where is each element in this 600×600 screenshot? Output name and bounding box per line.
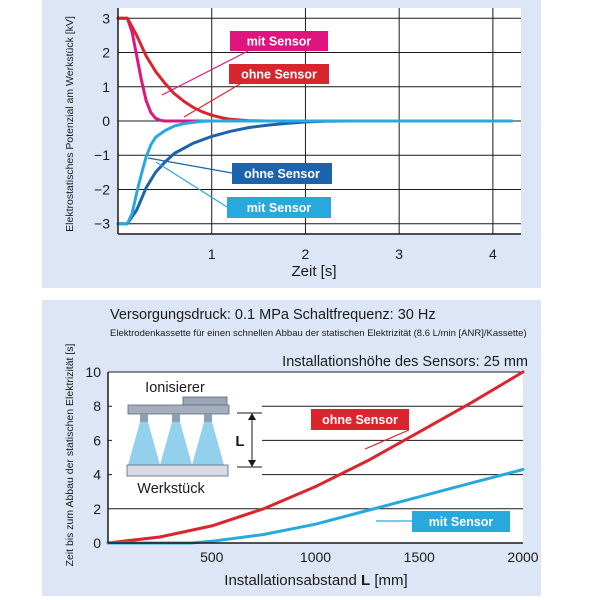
y-tick-label: −3 [94, 216, 110, 232]
workpiece-label: Werkstück [137, 481, 205, 497]
chart1-y-axis-label: Elektrostatisches Potenzial am Werkstück… [64, 16, 76, 232]
x-tick-label: 2000 [507, 549, 538, 565]
ionizer-diagram: Ionisierer Werkstück L [112, 376, 262, 497]
dimension-arrowhead-top [248, 413, 256, 420]
legend-label: ohne Sensor [322, 413, 398, 427]
chart1-y-tick-labels: 3 2 1 0 −1 −2 −3 [94, 10, 110, 231]
x-label-symbol: L [361, 572, 370, 589]
legend-label: mit Sensor [429, 515, 494, 529]
chart2-x-tick-labels: 500 1000 1500 2000 [200, 549, 539, 565]
ion-emitter [172, 414, 180, 422]
x-label-prefix: Installationsabstand [224, 572, 361, 589]
x-tick-label: 1500 [404, 549, 435, 565]
x-tick-label: 500 [200, 549, 224, 565]
x-tick-label: 1000 [300, 549, 331, 565]
chart2-title: Versorgungsdruck: 0.1 MPa Schaltfrequenz… [110, 307, 436, 323]
y-tick-label: 0 [102, 113, 110, 129]
legend-box [412, 511, 510, 532]
y-tick-label: 1 [102, 79, 110, 95]
legend-leader-line [183, 83, 241, 118]
chart2-subtitle: Elektrodenkassette für einen schnellen A… [110, 328, 527, 339]
x-label-unit: [mm] [370, 572, 408, 589]
series-line-mit-sensor [116, 119, 514, 226]
chart1-legend-leaders [147, 50, 249, 208]
y-tick-label: 8 [93, 398, 101, 414]
chart2-legend: ohne Sensor mit Sensor [311, 409, 510, 532]
ion-emitter [204, 414, 212, 422]
x-tick-label: 2 [302, 246, 310, 262]
legend-box [230, 31, 328, 51]
x-tick-label: 1 [208, 246, 216, 262]
chart2-x-axis-label: Installationsabstand L [mm] [224, 572, 407, 589]
ionizer-label: Ionisierer [145, 380, 205, 396]
legend-leader-line [161, 50, 249, 96]
series-line-ohne-sensor [106, 370, 525, 545]
legend-leader-line [155, 161, 228, 208]
legend-label: mit Sensor [247, 35, 312, 49]
y-tick-label: 0 [93, 535, 101, 551]
y-tick-label: −1 [94, 147, 110, 163]
ion-emitter [140, 414, 148, 422]
ionizer-bar [127, 404, 230, 415]
chart2-legend-leaders [364, 429, 412, 522]
series-line-mit-sensor [116, 16, 514, 123]
legend-box [232, 163, 332, 184]
chart1-x-tick-labels: 1 2 3 4 [208, 246, 497, 262]
chart2-y-axis-label: Zeit bis zum Abbau der statischen Elektr… [64, 343, 76, 566]
legend-box [229, 64, 329, 84]
y-tick-label: 6 [93, 432, 101, 448]
ion-beam [192, 422, 224, 465]
chart2-y-tick-labels: 0 2 4 6 8 10 [85, 364, 101, 551]
y-tick-label: 4 [93, 467, 101, 483]
x-tick-label: 3 [395, 246, 403, 262]
y-tick-label: 3 [102, 10, 110, 26]
legend-box [227, 197, 331, 218]
ion-emitters [128, 414, 224, 465]
chart1-series [116, 16, 514, 226]
chart1-legend: mit Sensor ohne Sensor ohne Sensor mit Sens… [227, 31, 332, 218]
legend-label: mit Sensor [247, 201, 312, 215]
legend-leader-line [147, 157, 233, 174]
distance-label: L [235, 433, 244, 450]
legend-leader-line [364, 429, 410, 450]
dimension-arrowhead-bottom [248, 460, 256, 467]
y-tick-label: 2 [93, 501, 101, 517]
ion-beam [128, 422, 160, 465]
legend-label: ohne Sensor [244, 167, 320, 181]
x-tick-label: 4 [489, 246, 497, 262]
legend-label: ohne Sensor [241, 68, 317, 82]
y-tick-label: −2 [94, 181, 110, 197]
y-tick-label: 2 [102, 45, 110, 61]
legend-box [311, 409, 409, 430]
chart1-x-axis-label: Zeit [s] [291, 263, 336, 280]
y-tick-label: 10 [85, 364, 101, 380]
workpiece-plate [126, 464, 229, 477]
chart2-annotation: Installationshöhe des Sensors: 25 mm [282, 354, 528, 370]
ion-beam [160, 422, 192, 465]
